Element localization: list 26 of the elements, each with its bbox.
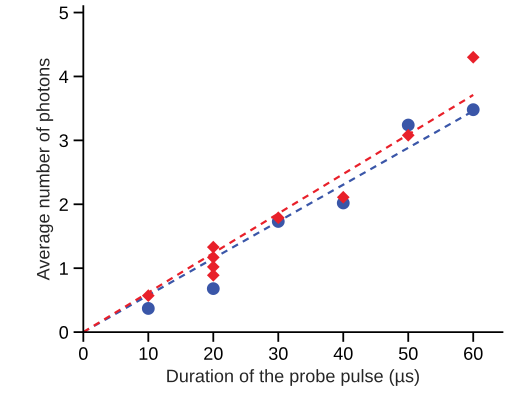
point bbox=[466, 103, 480, 116]
point bbox=[206, 250, 220, 264]
x-tick-label: 0 bbox=[79, 347, 88, 360]
y-tick-label: 1 bbox=[60, 262, 68, 275]
point bbox=[402, 128, 415, 142]
point bbox=[402, 118, 415, 132]
y-tick-label: 5 bbox=[59, 6, 68, 20]
y-axis-title: Average number of photons bbox=[36, 58, 54, 280]
point bbox=[142, 289, 155, 302]
y-tick-label: 3 bbox=[59, 134, 68, 148]
point bbox=[142, 302, 155, 315]
y-tick-label: 4 bbox=[59, 70, 68, 83]
point bbox=[466, 50, 480, 64]
y-tick-label: 2 bbox=[60, 198, 68, 211]
x-tick-label: 60 bbox=[464, 347, 483, 360]
x-tick-label: 50 bbox=[398, 347, 418, 360]
y-tick-label: 0 bbox=[59, 326, 68, 339]
x-axis-title: Duration of the probe pulse (µs) bbox=[167, 369, 419, 386]
point bbox=[272, 211, 285, 224]
x-tick-label: 30 bbox=[268, 347, 288, 360]
x-tick-label: 20 bbox=[204, 347, 223, 360]
x-tick-label: 40 bbox=[334, 347, 353, 360]
x-tick-label: 10 bbox=[140, 347, 158, 360]
point bbox=[206, 240, 220, 254]
point bbox=[206, 282, 220, 296]
point bbox=[336, 190, 350, 204]
